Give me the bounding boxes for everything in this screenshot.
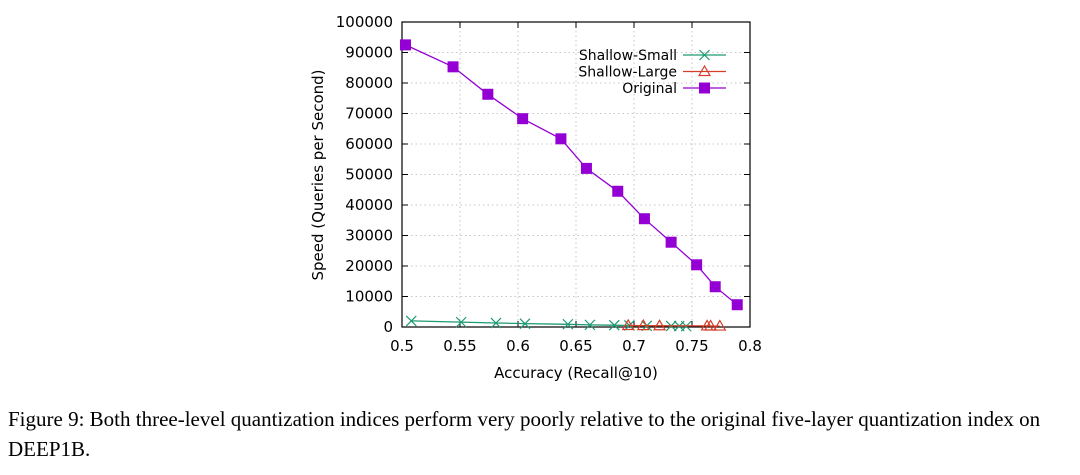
data-point-shallow-small	[405, 315, 417, 327]
x-axis-title: Accuracy (Recall@10)	[494, 364, 658, 382]
data-point-original	[447, 61, 459, 73]
legend-label-original: Original	[622, 81, 677, 97]
y-tick-label: 90000	[345, 44, 393, 62]
y-tick-label: 100000	[336, 13, 393, 31]
legend-marker-shallow-small	[699, 49, 710, 61]
figure-caption: Figure 9: Both three-level quantization …	[8, 407, 1041, 461]
y-tick-label: 70000	[345, 105, 393, 123]
data-point-shallow-large	[704, 319, 718, 331]
series-shallow-large	[621, 318, 727, 331]
y-tick-label: 20000	[345, 257, 393, 275]
legend-label-shallow-small: Shallow-Small	[579, 48, 677, 64]
data-point-original	[691, 259, 703, 271]
data-point-shallow-small	[608, 319, 620, 331]
y-tick-label: 80000	[345, 74, 393, 92]
data-point-original	[665, 236, 677, 248]
series-line-original	[405, 44, 738, 306]
data-point-shallow-small	[519, 318, 531, 330]
data-point-shallow-small	[455, 316, 467, 328]
data-point-shallow-small	[584, 319, 596, 331]
data-point-shallow-large	[621, 318, 635, 331]
series-layer	[399, 39, 743, 332]
data-point-original	[580, 162, 592, 174]
legend-marker-shallow-large	[697, 64, 712, 77]
data-point-shallow-large	[636, 318, 650, 331]
series-original	[399, 39, 743, 311]
data-point-shallow-large	[713, 319, 727, 331]
x-tick-label: 0.75	[675, 337, 708, 355]
y-tick-label: 10000	[345, 288, 393, 306]
x-tick-label: 0.55	[443, 337, 476, 355]
data-point-original	[709, 281, 721, 293]
data-point-original	[555, 133, 567, 145]
y-tick-label: 0	[383, 318, 393, 336]
series-line-shallow-large	[628, 324, 720, 327]
data-point-original	[638, 213, 650, 225]
axis-ticks: 0 10000 20000 30000 40000 50000 60000 70000 8000…	[336, 13, 762, 355]
data-point-original	[399, 39, 411, 51]
y-tick-label: 50000	[345, 166, 393, 184]
x-tick-label: 0.7	[622, 337, 646, 355]
legend-marker-original	[699, 82, 710, 94]
data-point-original	[482, 88, 494, 100]
y-tick-label: 40000	[345, 196, 393, 214]
data-point-original	[731, 299, 743, 311]
x-tick-label: 0.8	[738, 337, 762, 355]
legend-label-shallow-large: Shallow-Large	[578, 65, 677, 81]
y-tick-label: 60000	[345, 135, 393, 153]
data-point-original	[517, 113, 529, 125]
data-point-shallow-large	[652, 319, 667, 331]
data-point-original	[612, 185, 624, 197]
y-tick-label: 30000	[345, 227, 393, 245]
data-point-shallow-small	[562, 318, 574, 330]
chart: 0 10000 20000 30000 40000 50000 60000 70000 8000…	[309, 13, 762, 382]
y-axis-title: Speed (Queries per Second)	[309, 69, 327, 280]
x-tick-label: 0.6	[506, 337, 530, 355]
x-tick-label: 0.65	[559, 337, 592, 355]
data-point-shallow-small	[490, 317, 502, 329]
x-tick-label: 0.5	[390, 337, 414, 355]
